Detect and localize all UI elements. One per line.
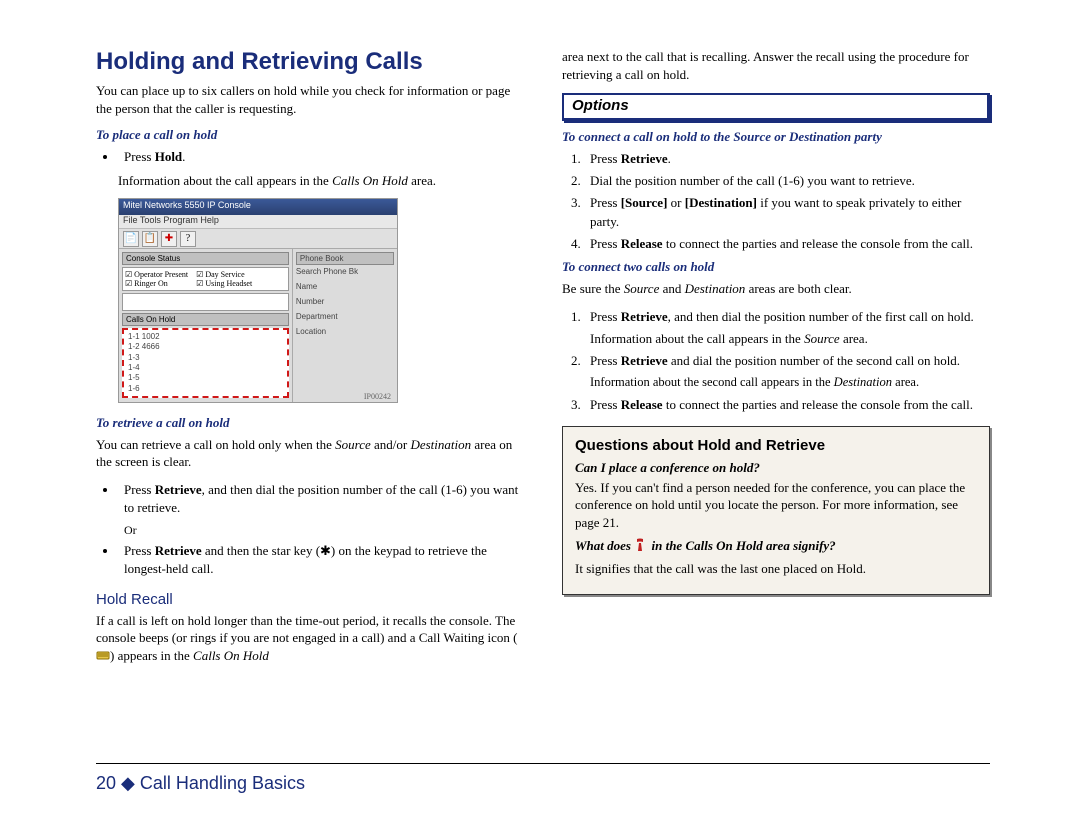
hold-recall-heading: Hold Recall [96, 591, 524, 608]
connect-two-steps: Press Retrieve, and then dial the positi… [584, 308, 990, 414]
retrieve-list: Press Retrieve, and then dial the positi… [118, 481, 524, 517]
right-column: area next to the call that is recalling.… [562, 48, 990, 676]
faq-a2: It signifies that the call was the last … [575, 560, 977, 578]
or-text: Or [124, 523, 524, 538]
phone-hold-icon [634, 537, 648, 557]
faq-title: Questions about Hold and Retrieve [575, 437, 977, 454]
connect-two-intro: Be sure the Source and Destination areas… [562, 280, 990, 298]
calls-on-hold-panel: 1-1 1002 1-2 4666 1-3 1-4 1-5 1-6 [122, 328, 289, 398]
main-heading: Holding and Retrieving Calls [96, 48, 524, 76]
retrieve-para: You can retrieve a call on hold only whe… [96, 436, 524, 471]
faq-q2: What does in the Calls On Hold area sign… [575, 537, 977, 557]
retrieve-list-2: Press Retrieve and then the star key (✱)… [118, 542, 524, 578]
connect-src-dest-steps: Press Retrieve. Dial the position number… [584, 150, 990, 253]
place-hold-info: Information about the call appears in th… [118, 172, 524, 190]
faq-q1: Can I place a conference on hold? [575, 460, 977, 476]
console-screenshot: Mitel Networks 5550 IP Console File Tool… [118, 198, 398, 403]
call-waiting-icon [96, 648, 110, 666]
retrieve-step-1: Press Retrieve, and then dial the positi… [118, 481, 524, 517]
intro-text: You can place up to six callers on hold … [96, 82, 524, 117]
place-hold-heading: To place a call on hold [96, 127, 524, 143]
left-column: Holding and Retrieving Calls You can pla… [96, 48, 524, 676]
hold-recall-para: If a call is left on hold longer than th… [96, 612, 524, 666]
connect-src-dest-heading: To connect a call on hold to the Source … [562, 129, 990, 145]
right-top: area next to the call that is recalling.… [562, 48, 990, 83]
ss-menubar: File Tools Program Help [119, 215, 397, 229]
connect-two-heading: To connect two calls on hold [562, 259, 990, 275]
options-heading-box: Options [562, 93, 990, 121]
diamond-icon: ◆ [121, 773, 135, 793]
section-title: Call Handling Basics [140, 773, 305, 793]
page-number: 20 [96, 773, 116, 793]
ss-titlebar: Mitel Networks 5550 IP Console [119, 199, 397, 215]
place-hold-list: Press Hold. [118, 148, 524, 166]
retrieve-heading: To retrieve a call on hold [96, 415, 524, 431]
retrieve-step-2: Press Retrieve and then the star key (✱)… [118, 542, 524, 578]
options-heading: Options [572, 97, 629, 114]
ss-toolbar: 📄📋 ✚? [119, 229, 397, 249]
faq-box: Questions about Hold and Retrieve Can I … [562, 426, 990, 595]
footer-rule [96, 763, 990, 764]
footer: 20 ◆ Call Handling Basics [96, 773, 305, 794]
faq-a1: Yes. If you can't find a person needed f… [575, 479, 977, 532]
place-hold-step: Press Hold. [118, 148, 524, 166]
